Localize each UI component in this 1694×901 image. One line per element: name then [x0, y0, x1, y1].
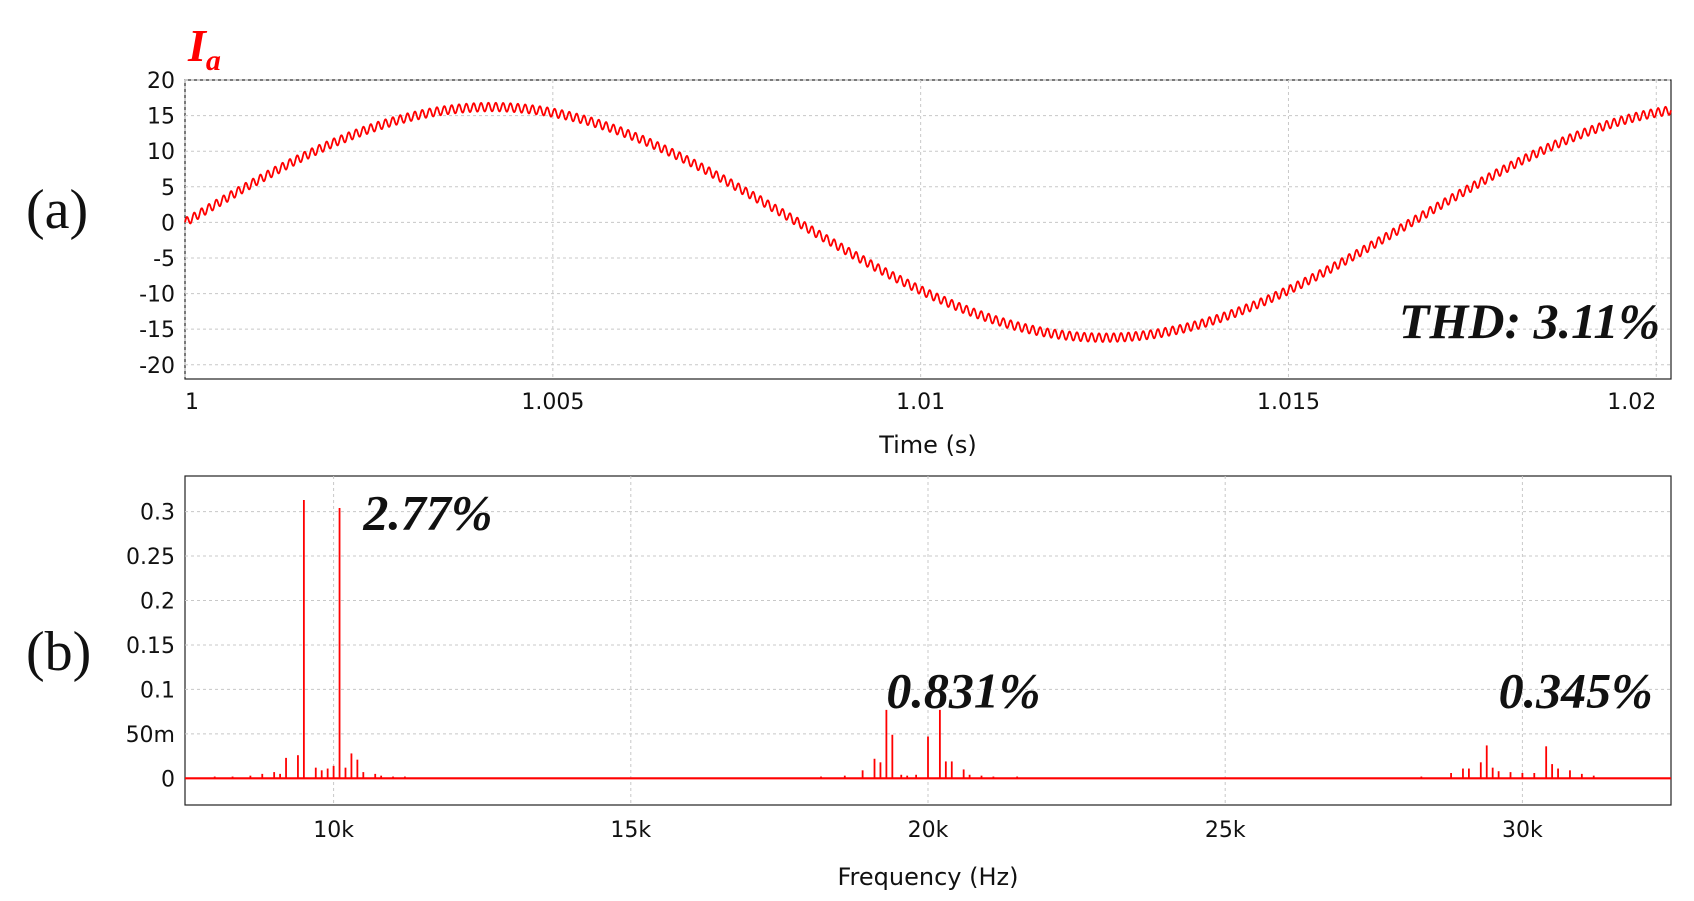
plot-a-x-tick-label: 1 [185, 390, 199, 415]
thd-annotation: THD: 3.11% [1399, 293, 1660, 349]
plot-b-y-tick-label: 0.2 [140, 589, 175, 614]
plot-a-y-tick-labels: 20 15 10 5 0 -5 -10 -15 -20 [139, 69, 175, 379]
plot-b-y-tick-label: 0 [161, 767, 175, 792]
plot-a-y-tick-label: 5 [161, 176, 175, 201]
panel-b-label: (b) [26, 621, 91, 683]
panel-a: (a) Ia 20 15 10 5 0 -5 -10 -15 -20 1 1.005 1.01 1.0… [26, 20, 1672, 459]
plot-a-x-axis-title: Time (s) [878, 431, 977, 459]
plot-a-y-tick-label: 20 [147, 69, 175, 94]
plot-b-x-axis-title: Frequency (Hz) [838, 863, 1019, 891]
panel-b: (b) 0.3 0.25 0.2 0.15 0.1 50m 0 10k 15k 20k 25k 30… [26, 475, 1672, 891]
spectrum-bars [213, 500, 1595, 779]
plot-b-y-tick-label: 50m [126, 723, 175, 748]
panel-a-label: (a) [26, 179, 88, 241]
plot-b-y-tick-label: 0.25 [126, 545, 175, 570]
signal-label-main: I [187, 20, 208, 71]
spectrum-annotations: 2.77% 0.831% 0.345% [362, 485, 1652, 719]
plot-b-x-tick-label: 30k [1502, 818, 1543, 843]
plot-a-x-tick-label: 1.02 [1607, 390, 1656, 415]
plot-b-x-tick-label: 25k [1205, 818, 1246, 843]
plot-a-y-tick-label: -10 [139, 283, 175, 308]
plot-b-x-tick-labels: 10k 15k 20k 25k 30k [313, 818, 1543, 843]
plot-b-y-tick-label: 0.3 [140, 501, 175, 526]
plot-a-y-tick-label: 0 [161, 211, 175, 236]
plot-a-x-tick-label: 1.005 [521, 390, 584, 415]
plot-b-y-tick-label: 0.1 [140, 678, 175, 703]
plot-a-y-tick-label: -15 [139, 318, 175, 343]
plot-a-y-tick-label: -20 [139, 354, 175, 379]
plot-b-x-tick-label: 10k [313, 818, 354, 843]
plot-b-y-tick-label: 0.15 [126, 634, 175, 659]
plot-b-x-tick-label: 20k [908, 818, 949, 843]
plot-a-x-tick-label: 1.01 [896, 390, 945, 415]
plot-a-y-tick-label: -5 [153, 247, 175, 272]
harmonic-annotation: 2.77% [362, 485, 492, 541]
signal-label: Ia [187, 20, 221, 77]
plot-b-y-tick-labels: 0.3 0.25 0.2 0.15 0.1 50m 0 [126, 501, 175, 793]
plot-a-x-tick-label: 1.015 [1257, 390, 1320, 415]
signal-label-subscript: a [206, 44, 221, 77]
plot-b-x-tick-label: 15k [610, 818, 651, 843]
plot-a-y-tick-label: 15 [147, 105, 175, 130]
harmonic-annotation: 0.831% [886, 662, 1040, 718]
plot-a-y-tick-label: 10 [147, 140, 175, 165]
current-waveform-line [184, 101, 1672, 343]
harmonic-annotation: 0.345% [1499, 662, 1653, 718]
plot-a-x-tick-labels: 1 1.005 1.01 1.015 1.02 [185, 390, 1656, 415]
